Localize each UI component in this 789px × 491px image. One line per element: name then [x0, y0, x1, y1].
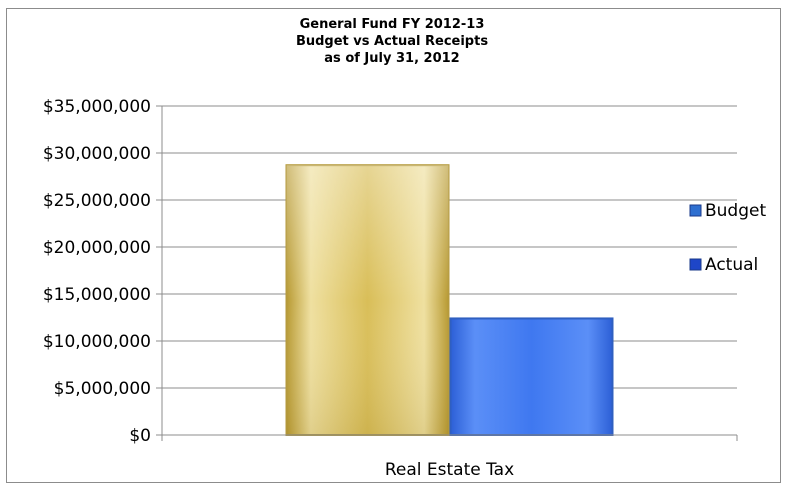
chart-title: General Fund FY 2012-13 Budget vs Actual…	[296, 17, 488, 66]
chart-title-line-3: as of July 31, 2012	[324, 51, 459, 66]
y-tick-label: $15,000,000	[43, 285, 151, 305]
bars	[285, 164, 614, 436]
legend: Budget Actual	[689, 201, 766, 275]
y-tick-label: $0	[129, 426, 151, 446]
chart-title-line-1: General Fund FY 2012-13	[300, 17, 485, 32]
bar-actual	[449, 317, 614, 436]
legend-label-budget: Budget	[705, 201, 766, 221]
y-tick-label: $30,000,000	[43, 144, 151, 164]
y-tick-label: $20,000,000	[43, 238, 151, 258]
y-axis-tick-labels: $0 $5,000,000 $10,000,000 $15,000,000 $20,00…	[43, 97, 151, 446]
x-category-label: Real Estate Tax	[385, 460, 514, 480]
y-tick-label: $35,000,000	[43, 97, 151, 117]
legend-swatch-budget	[689, 204, 702, 217]
y-tick-label: $5,000,000	[54, 379, 151, 399]
legend-swatch-actual	[689, 258, 702, 271]
legend-label-actual: Actual	[705, 255, 758, 275]
chart-title-line-2: Budget vs Actual Receipts	[296, 34, 488, 49]
y-tick-label: $25,000,000	[43, 191, 151, 211]
bar-budget-sheen	[286, 165, 449, 435]
y-tick-label: $10,000,000	[43, 332, 151, 352]
